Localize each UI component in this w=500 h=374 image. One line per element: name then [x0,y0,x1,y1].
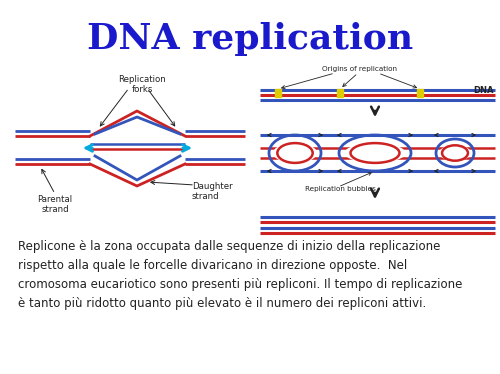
Text: DNA replication: DNA replication [87,22,413,56]
Text: DNA: DNA [474,86,494,95]
Text: Replication
forks: Replication forks [118,75,166,94]
Text: Origins of replication: Origins of replication [322,66,398,72]
Ellipse shape [439,145,471,161]
Ellipse shape [344,143,406,163]
Ellipse shape [273,143,317,163]
Text: Replicone è la zona occupata dalle sequenze di inizio della replicazione
rispett: Replicone è la zona occupata dalle seque… [18,240,462,310]
Text: Replication bubbles: Replication bubbles [305,186,376,192]
Bar [275,89,281,97]
Text: Parental
strand: Parental strand [38,195,72,214]
Bar [417,89,423,97]
Text: Daughter
strand: Daughter strand [192,182,232,202]
Bar [337,89,343,97]
